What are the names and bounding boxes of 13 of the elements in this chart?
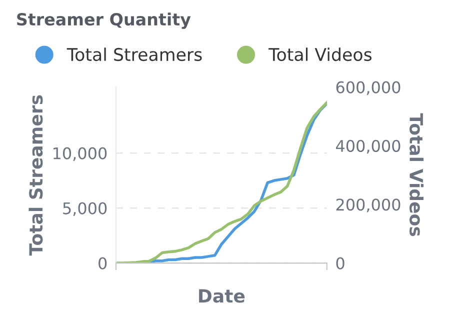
y2-tick-label: 0 (336, 257, 344, 270)
y-tick-label: 0 (98, 257, 107, 270)
y2-tick-label: 600,000 (336, 81, 400, 95)
legend-label: Total Streamers (66, 48, 202, 62)
y2-axis-title: Total Videos (410, 113, 424, 236)
y-tick-label: 10,000 (54, 147, 107, 161)
chart-title: Streamer Quantity (17, 12, 191, 29)
y-axis-title: Total Streamers (28, 95, 43, 256)
y-tick-label: 5,000 (63, 202, 107, 216)
x-axis-title: Date (199, 289, 245, 303)
y2-tick-label: 400,000 (336, 140, 400, 154)
legend-label: Total Videos (268, 48, 372, 62)
y2-tick-label: 200,000 (336, 198, 400, 212)
